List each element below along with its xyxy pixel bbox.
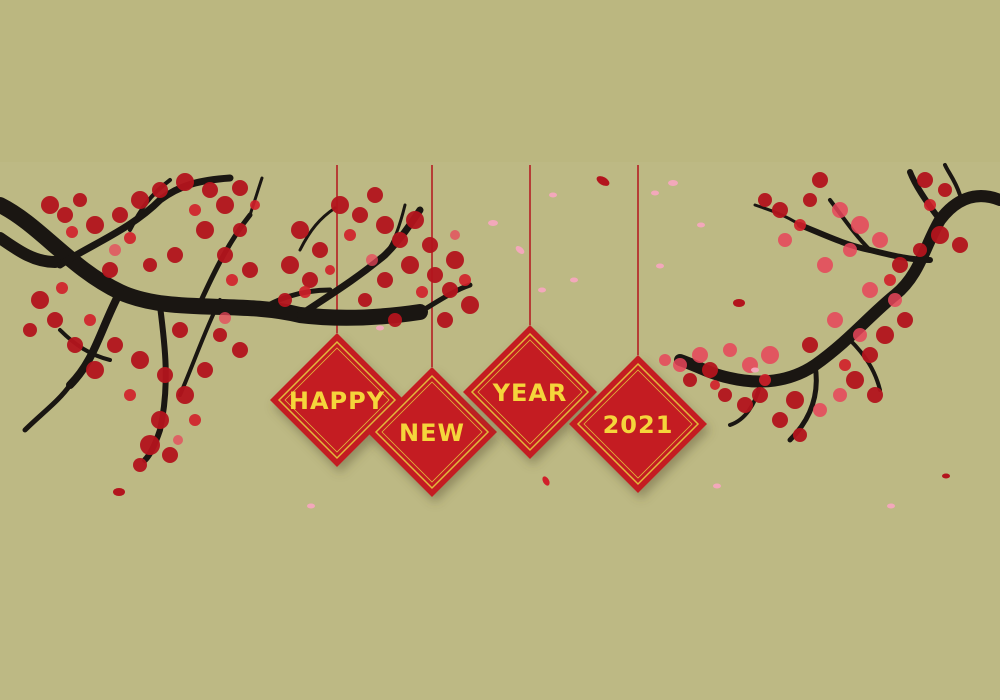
falling-petals xyxy=(113,176,950,509)
background-top-band xyxy=(0,0,1000,162)
sign-year-label: YEAR xyxy=(492,379,568,407)
sign-happy-label: HAPPY xyxy=(289,387,385,415)
sign-new: NEW xyxy=(367,367,497,497)
sign-2021-label: 2021 xyxy=(603,411,674,439)
sign-new-label: NEW xyxy=(399,419,465,447)
right-cherry-branch xyxy=(674,163,1000,443)
sign-year: YEAR xyxy=(463,325,597,459)
left-blossoms xyxy=(23,173,479,472)
right-blossoms xyxy=(659,172,968,442)
hanging-strings xyxy=(336,165,639,367)
sign-2021: 2021 xyxy=(569,355,707,493)
